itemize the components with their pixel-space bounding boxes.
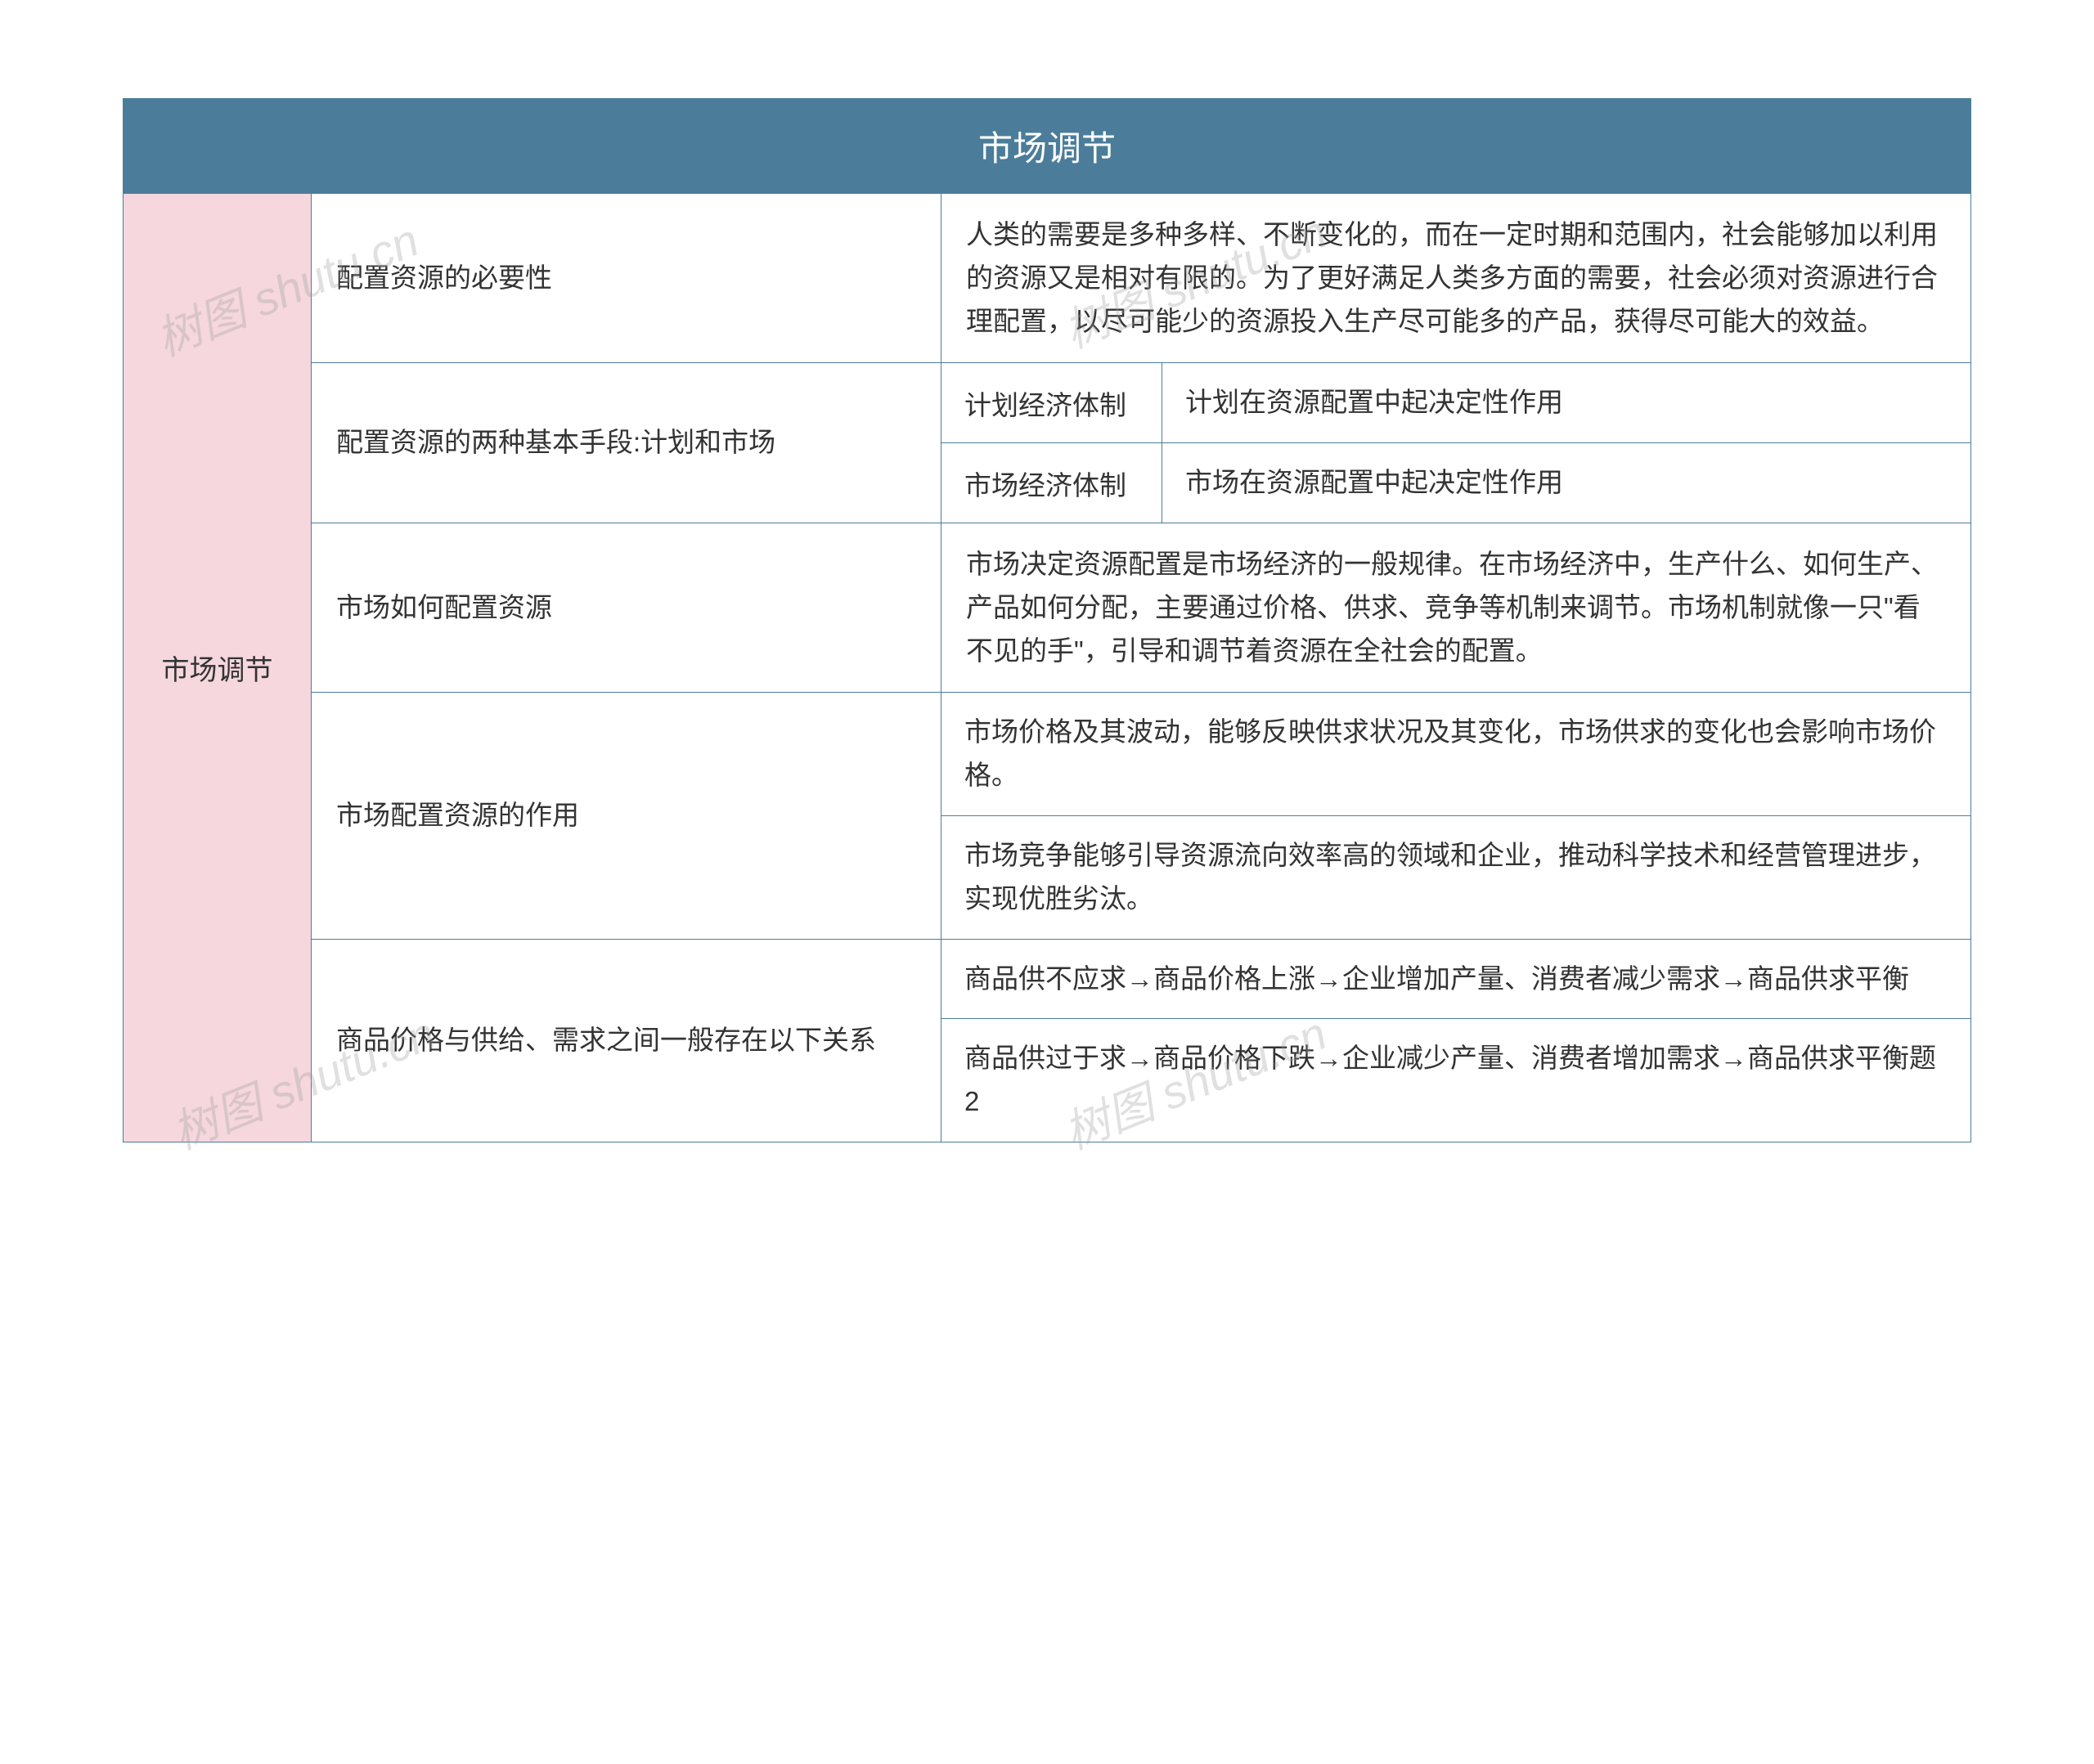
subrow-content: 商品供不应求→商品价格上涨→企业增加产量、消费者减少需求→商品供求平衡 [941,940,1971,1019]
table-subrow: 市场价格及其波动，能够反映供求状况及其变化，市场供求的变化也会影响市场价格。 [941,693,1971,816]
row-content: 市场决定资源配置是市场经济的一般规律。在市场经济中，生产什么、如何生产、产品如何… [941,523,1971,692]
table-subrow: 市场经济体制 市场在资源配置中起决定性作用 [941,443,1971,523]
table-subrow: 商品供过于求→商品价格下跌→企业减少产量、消费者增加需求→商品供求平衡题 2 [941,1019,1971,1142]
rows-container: 配置资源的必要性 人类的需要是多种多样、不断变化的，而在一定时期和范围内，社会能… [312,194,1971,1142]
subrow-content: 市场竞争能够引导资源流向效率高的领域和企业，推动科学技术和经营管理进步，实现优胜… [941,816,1971,939]
table-subrow: 商品供不应求→商品价格上涨→企业增加产量、消费者减少需求→商品供求平衡 [941,940,1971,1020]
table-row: 配置资源的两种基本手段:计划和市场 计划经济体制 计划在资源配置中起决定性作用 … [312,363,1971,523]
header-title: 市场调节 [123,98,1971,194]
subrow-content: 市场价格及其波动，能够反映供求状况及其变化，市场供求的变化也会影响市场价格。 [941,693,1971,815]
table-subrow: 市场竞争能够引导资源流向效率高的领域和企业，推动科学技术和经营管理进步，实现优胜… [941,816,1971,939]
subrow-content: 市场在资源配置中起决定性作用 [1162,443,1971,523]
subrow-content: 商品供过于求→商品价格下跌→企业减少产量、消费者增加需求→商品供求平衡题 2 [941,1019,1971,1142]
row-label: 配置资源的两种基本手段:计划和市场 [312,363,941,523]
subrow-label: 计划经济体制 [941,363,1162,442]
table-row: 市场如何配置资源 市场决定资源配置是市场经济的一般规律。在市场经济中，生产什么、… [312,523,1971,693]
diagram-container: 市场调节 市场调节 配置资源的必要性 人类的需要是多种多样、不断变化的，而在一定… [123,98,1971,1142]
subrows-container: 计划经济体制 计划在资源配置中起决定性作用 市场经济体制 市场在资源配置中起决定… [941,363,1971,523]
row-label: 市场如何配置资源 [312,523,941,692]
row-content: 人类的需要是多种多样、不断变化的，而在一定时期和范围内，社会能够加以利用的资源又… [941,194,1971,362]
root-label: 市场调节 [124,194,312,1142]
table-row: 配置资源的必要性 人类的需要是多种多样、不断变化的，而在一定时期和范围内，社会能… [312,194,1971,363]
subrows-container: 市场价格及其波动，能够反映供求状况及其变化，市场供求的变化也会影响市场价格。 市… [941,693,1971,938]
row-label: 商品价格与供给、需求之间一般存在以下关系 [312,940,941,1142]
row-label: 市场配置资源的作用 [312,693,941,938]
row-label: 配置资源的必要性 [312,194,941,362]
subrow-content: 计划在资源配置中起决定性作用 [1162,363,1971,442]
subrows-container: 商品供不应求→商品价格上涨→企业增加产量、消费者减少需求→商品供求平衡 商品供过… [941,940,1971,1142]
subrow-label: 市场经济体制 [941,443,1162,523]
table-row: 市场配置资源的作用 市场价格及其波动，能够反映供求状况及其变化，市场供求的变化也… [312,693,1971,939]
table-row: 商品价格与供给、需求之间一般存在以下关系 商品供不应求→商品价格上涨→企业增加产… [312,940,1971,1142]
tree-table: 市场调节 配置资源的必要性 人类的需要是多种多样、不断变化的，而在一定时期和范围… [123,194,1971,1142]
table-subrow: 计划经济体制 计划在资源配置中起决定性作用 [941,363,1971,443]
